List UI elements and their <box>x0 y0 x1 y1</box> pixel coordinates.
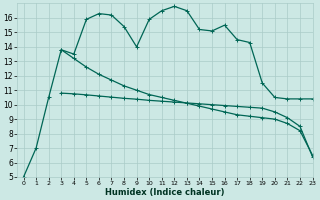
X-axis label: Humidex (Indice chaleur): Humidex (Indice chaleur) <box>105 188 225 197</box>
